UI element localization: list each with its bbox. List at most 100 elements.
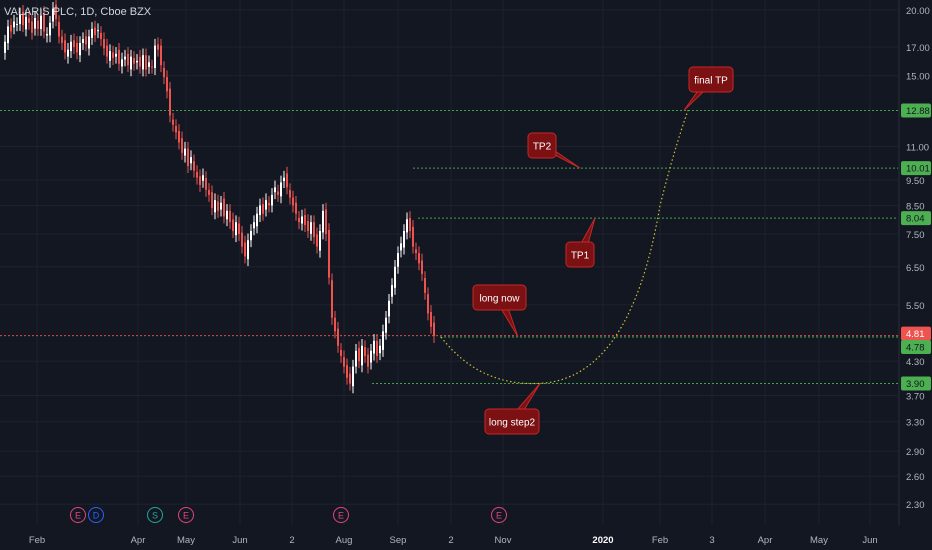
price-tag (901, 326, 931, 341)
candle-body (40, 15, 42, 29)
candle-body (232, 219, 234, 232)
candle-body (292, 197, 294, 206)
candle-body (385, 317, 387, 333)
candle-body (151, 66, 153, 68)
candle-body (7, 26, 9, 44)
candle-body (421, 260, 423, 274)
event-marker-label: S (152, 511, 158, 521)
candle-body (82, 39, 84, 44)
candle-body (412, 226, 414, 247)
candle-body (187, 148, 189, 167)
candle-body (175, 126, 177, 133)
callout-box (472, 284, 527, 311)
price-tag-label: 10.01 (906, 164, 930, 175)
candle-body (58, 21, 60, 37)
x-tick-label: Aug (336, 535, 353, 546)
candle-body (73, 40, 75, 48)
candle-body (34, 18, 36, 29)
candle-body (238, 223, 240, 235)
candle-body (127, 53, 129, 66)
candle-body (361, 345, 363, 366)
candle-body (289, 190, 291, 198)
candle-body (367, 354, 369, 367)
candle-body (397, 253, 399, 267)
candle-body (352, 366, 354, 387)
price-tag (901, 340, 931, 355)
candle-body (382, 331, 384, 350)
callout-box (688, 66, 734, 93)
x-tick-label: May (177, 535, 195, 546)
candle-body (109, 51, 111, 61)
annotations: final TP TP2 TP1 long now long step2 (472, 66, 734, 435)
event-marker-label: E (496, 511, 502, 521)
candle-body (415, 249, 417, 254)
candle-body (256, 213, 258, 227)
candle-body (373, 340, 375, 354)
candle-body (196, 171, 198, 178)
candle-body (31, 21, 33, 33)
candle-body (268, 202, 270, 206)
candle-body (52, 8, 54, 22)
callout-text: final TP (694, 76, 728, 87)
candle-body (253, 222, 255, 229)
candle-body (370, 350, 372, 363)
candle-body (424, 278, 426, 293)
event-marker (178, 507, 194, 523)
candle-body (262, 204, 264, 214)
candle-body (22, 11, 24, 26)
candle-body (49, 22, 51, 36)
candle-body (355, 350, 357, 367)
y-tick-label: 2.30 (906, 500, 925, 511)
y-tick-label: 6.50 (906, 263, 925, 274)
x-tick-label: Jun (232, 535, 247, 546)
event-marker (88, 507, 104, 523)
candle-body (250, 231, 252, 241)
y-tick-label: 20.00 (906, 6, 930, 17)
event-marker-label: D (93, 511, 100, 521)
x-tick-label: 3 (709, 535, 714, 546)
candle-body (169, 88, 171, 116)
projection-curve (440, 110, 689, 385)
candle-body (112, 52, 114, 59)
candle-body (184, 148, 186, 156)
price-tag-label: 12.88 (906, 106, 930, 117)
candle-body (136, 60, 138, 63)
candle-body (334, 317, 336, 332)
candle-body (265, 200, 267, 210)
candle-body (259, 205, 261, 216)
x-tick-label: Apr (131, 535, 146, 546)
y-tick-label: 15.00 (906, 72, 930, 83)
candle-body (103, 39, 105, 49)
candle-body (229, 210, 231, 223)
candle-body (331, 280, 333, 318)
candle-body (145, 55, 147, 70)
price-tag-label: 3.90 (906, 379, 925, 390)
candle-body (400, 243, 402, 251)
candle-body (61, 36, 63, 44)
candle-body (133, 57, 135, 64)
candle-body (100, 32, 102, 40)
candle-body (208, 189, 210, 195)
candle-body (310, 222, 312, 234)
candle-body (274, 187, 276, 193)
callout-text: TP2 (533, 142, 552, 153)
candle-body (379, 345, 381, 354)
candle-body (346, 365, 348, 378)
candle-body (10, 25, 12, 32)
candle-body (181, 138, 183, 153)
candle-body (214, 200, 216, 213)
candle-body (241, 232, 243, 247)
candle-body (358, 348, 360, 362)
candle-body (79, 43, 81, 56)
candle-body (166, 77, 168, 92)
candle-body (55, 4, 57, 20)
candle-body (4, 41, 6, 53)
projection-path (440, 110, 689, 385)
candle-body (394, 266, 396, 288)
candle-body (220, 202, 222, 210)
candle-body (25, 16, 27, 30)
candle-body (148, 62, 150, 67)
event-marker-label: E (338, 511, 344, 521)
